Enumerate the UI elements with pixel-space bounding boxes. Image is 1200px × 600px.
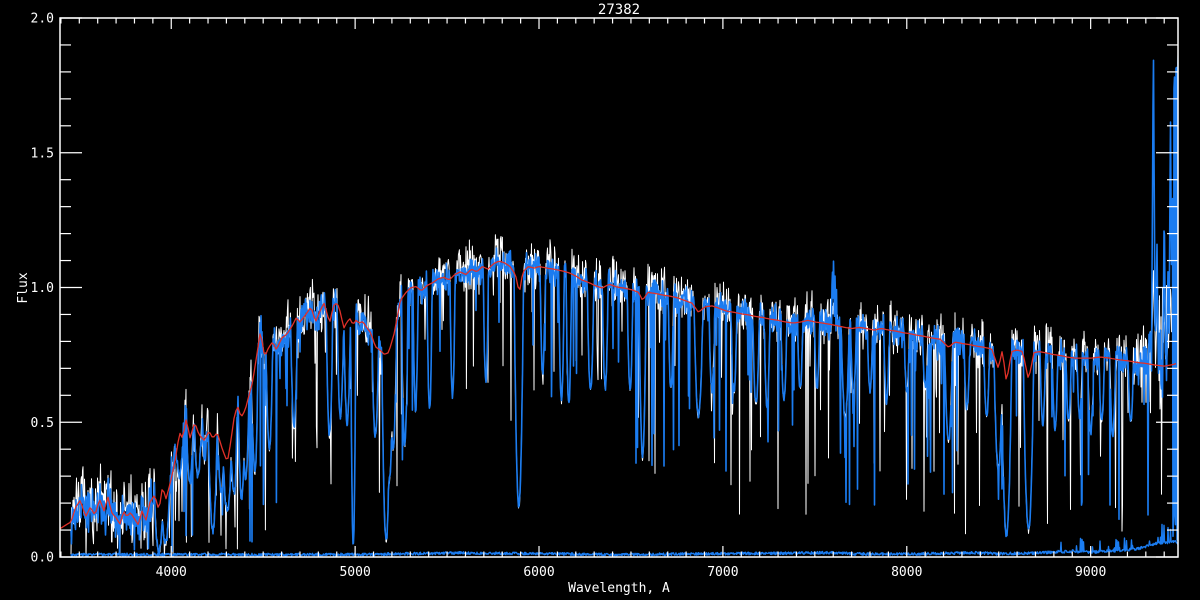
template-fit-line xyxy=(60,260,1177,530)
y-tick-label: 2.0 xyxy=(31,12,54,27)
series-layer xyxy=(60,48,1178,557)
axes-layer: 4000 5000 6000 7000 8000 9000 0.0 0.5 1.0 1.5 2.0 xyxy=(31,12,1179,580)
sky-spectrum-line xyxy=(70,523,1178,557)
y-tick-label: 0.0 xyxy=(31,551,54,566)
plot-title: 27382 xyxy=(598,2,640,18)
x-tick-label: 9000 xyxy=(1075,565,1106,580)
x-tick-label: 4000 xyxy=(156,565,187,580)
y-tick-label: 0.5 xyxy=(31,416,54,431)
y-tick-label: 1.0 xyxy=(31,281,54,296)
y-tick-label: 1.5 xyxy=(31,146,54,161)
tick-marks xyxy=(60,17,1178,558)
x-tick-label: 6000 xyxy=(523,565,554,580)
x-tick-label: 8000 xyxy=(891,565,922,580)
x-tick-label: 7000 xyxy=(707,565,738,580)
x-axis-title: Wavelength, A xyxy=(568,581,670,596)
x-tick-label: 5000 xyxy=(339,565,370,580)
y-axis-title: Flux xyxy=(16,272,31,303)
